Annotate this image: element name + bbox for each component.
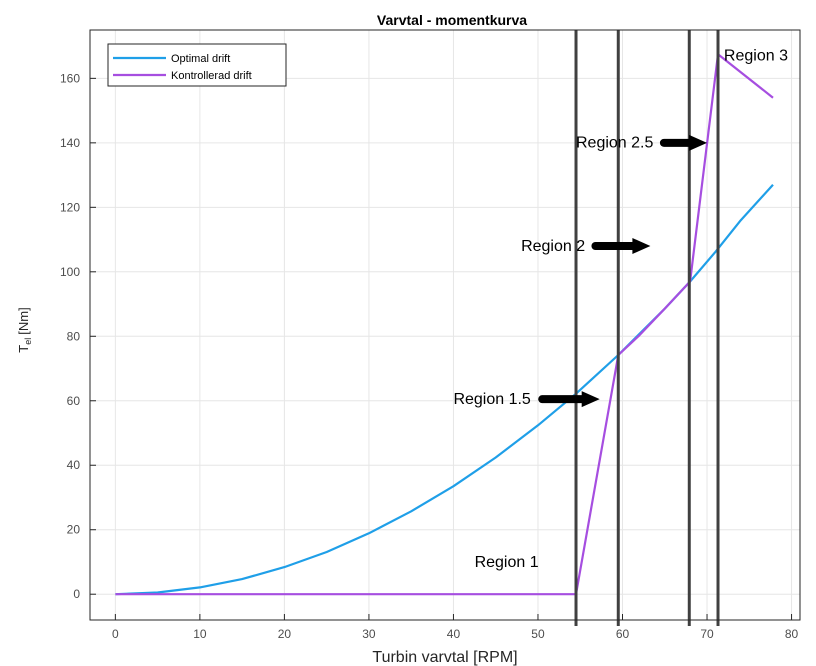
region-label: Region 3 [724, 48, 788, 65]
series-line-1 [115, 184, 774, 596]
y-axis-label: Tel [Nm] [16, 307, 33, 352]
legend: Optimal drift Kontrollerad drift [107, 43, 287, 87]
y-tick-label: 80 [67, 329, 81, 343]
y-axis-label-symbol: T [16, 345, 31, 353]
y-tick-label: 120 [60, 200, 80, 214]
y-tick-label: 140 [60, 136, 80, 150]
x-tick-label: 80 [785, 627, 799, 641]
region-label: Region 2.5 [576, 135, 653, 152]
legend-label: Kontrollerad drift [171, 70, 252, 82]
x-tick-label: 60 [616, 627, 630, 641]
y-tick-label: 100 [60, 265, 80, 279]
y-tick-label: 60 [67, 394, 81, 408]
x-tick-label: 30 [362, 627, 376, 641]
plot-area [90, 30, 800, 620]
ticks: 0 10 20 30 40 50 60 70 80 0 20 40 60 80 100 120 140 160 [60, 71, 799, 641]
region-boundaries [574, 30, 720, 626]
legend-box [107, 43, 287, 87]
x-tick-label: 70 [700, 627, 714, 641]
y-axis-label-unit: [Nm] [16, 307, 31, 334]
region-arrow-head [632, 238, 651, 255]
region-label: Region 1 [475, 554, 539, 571]
x-axis-label: Turbin varvtal [RPM] [372, 649, 517, 666]
region-arrow-head [689, 134, 708, 151]
y-tick-label: 160 [60, 71, 80, 85]
region-label: Region 1.5 [453, 391, 530, 408]
x-tick-label: 10 [193, 627, 207, 641]
y-tick-label: 20 [67, 523, 81, 537]
region-arrow-head [581, 391, 600, 408]
y-tick-label: 40 [67, 458, 81, 472]
region-label: Region 2 [521, 238, 585, 255]
legend-label: Optimal drift [171, 53, 230, 65]
x-tick-label: 40 [447, 627, 461, 641]
chart-title: Varvtal - momentkurva [377, 12, 527, 28]
x-tick-label: 20 [278, 627, 292, 641]
annotations: Region 1 Region 1.5 Region 2 Region 2.5 Regi… [453, 48, 788, 571]
plot-frame [89, 29, 801, 621]
series-line-2 [115, 53, 774, 596]
y-axis-label-subscript: el [23, 338, 33, 345]
x-tick-label: 0 [112, 627, 119, 641]
x-tick-label: 50 [531, 627, 545, 641]
series [115, 53, 774, 596]
y-tick-label: 0 [73, 587, 80, 601]
